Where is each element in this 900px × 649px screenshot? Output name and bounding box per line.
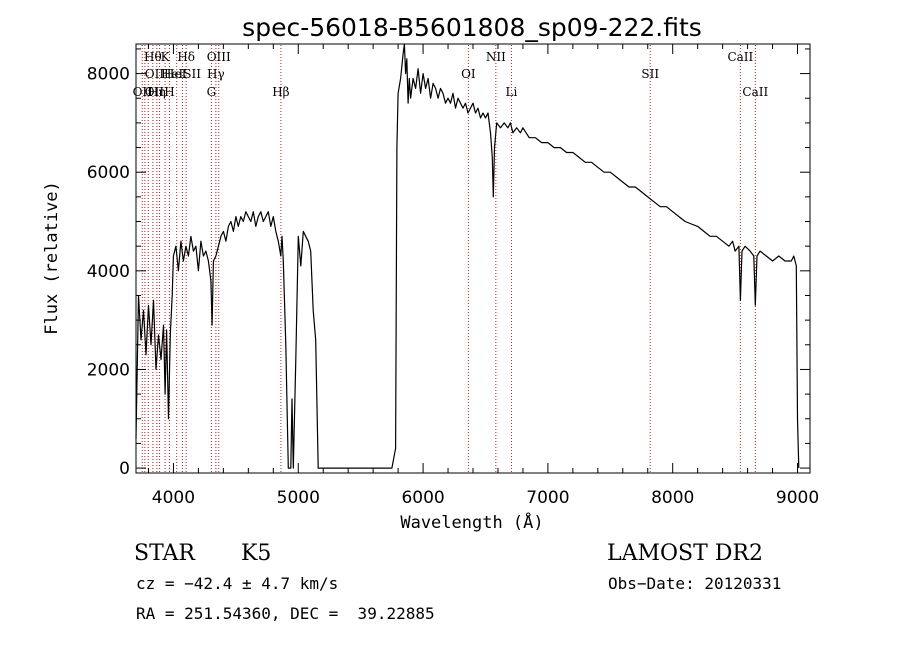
reference-line-label: SII [641, 67, 659, 81]
object-class: STAR [134, 541, 196, 566]
reference-line-label: OII [133, 85, 153, 99]
reference-labels: OII Hθ Hη K H Hδ G Hγ OIII Hβ OI NII Li SII CaII CaII OI… [133, 50, 769, 99]
reference-line-label: Hδ [177, 50, 195, 64]
observation-date: Obs−Date: 20120331 [608, 574, 781, 593]
x-tick-label: 9000 [776, 488, 819, 508]
spectral-subclass: K5 [241, 541, 271, 566]
y-axis-ticks: 0 2000 4000 6000 8000 [87, 48, 810, 479]
reference-line-label: OIII [207, 50, 231, 64]
x-axis-ticks: 4000 5000 6000 7000 8000 9000 [147, 44, 819, 508]
x-tick-label: 5000 [277, 488, 320, 508]
survey-name: LAMOST DR2 [607, 541, 763, 566]
plot-frame [135, 43, 811, 474]
y-axis-label: Flux (relative) [42, 181, 62, 335]
y-tick-label: 6000 [87, 163, 130, 183]
reference-line-label: OII [145, 85, 165, 99]
reference-line-label: Hθ [144, 50, 162, 64]
spectrum-series [135, 43, 800, 469]
reference-line-label: OIIHeI [145, 67, 187, 81]
reference-line-label: CaII [727, 50, 753, 64]
reference-line-label: NII [486, 50, 506, 64]
x-tick-label: 4000 [152, 488, 195, 508]
x-tick-label: 7000 [526, 488, 569, 508]
x-tick-label: 8000 [651, 488, 694, 508]
y-tick-label: 2000 [87, 360, 130, 380]
reference-line-label: K [161, 50, 171, 64]
x-axis-label: Wavelength (Å) [400, 511, 543, 533]
reference-line-label: Hβ [272, 85, 289, 99]
coordinates: RA = 251.54360, DEC = 39.22885 [136, 604, 435, 623]
y-tick-label: 4000 [87, 262, 130, 282]
reference-line-label: Hγ [207, 67, 225, 81]
spectrum-line [135, 43, 800, 469]
reference-line-label: CaII [742, 85, 768, 99]
reference-line-label: Li [506, 85, 518, 99]
y-tick-label: 0 [119, 459, 130, 479]
y-tick-label: 8000 [87, 65, 130, 85]
reference-line-label: HeISII [161, 67, 201, 81]
reference-lines [141, 45, 756, 472]
redshift-info: cz = −42.4 ± 4.7 km/s [136, 574, 338, 593]
reference-line-label: Hη [148, 85, 166, 99]
chart-title: spec-56018-B5601808_sp09-222.fits [242, 13, 702, 42]
reference-line-label: H [164, 85, 174, 99]
x-tick-label: 6000 [401, 488, 444, 508]
reference-line-label: G [207, 85, 217, 99]
reference-line-label: OI [461, 67, 476, 81]
